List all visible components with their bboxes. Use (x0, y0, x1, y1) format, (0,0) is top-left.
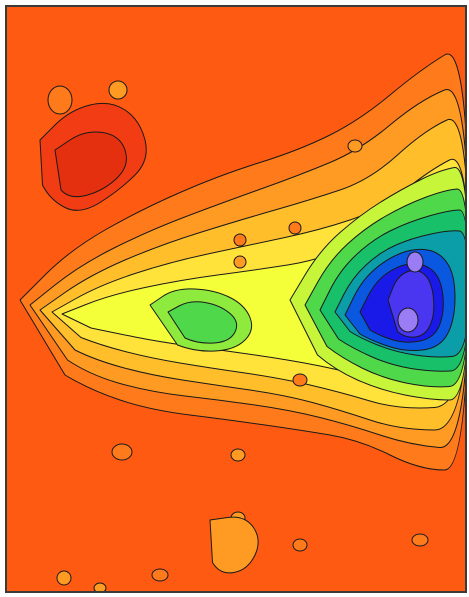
contour-spot-4 (230, 448, 246, 462)
contour-green-pocket-inner (167, 301, 238, 344)
contour-spot-2 (108, 80, 128, 100)
contour-peak-south (397, 307, 419, 333)
contour-southern-lobe (209, 516, 259, 574)
contour-spot-5 (292, 373, 308, 387)
contour-red-basin-inner (54, 131, 127, 198)
contour-spot-1 (47, 85, 73, 115)
contour-spot-13 (411, 533, 429, 547)
contour-spot-12 (347, 139, 363, 153)
contour-spot-11 (288, 221, 302, 235)
contour-spot-8 (56, 570, 72, 586)
contour-spot-3 (111, 443, 133, 461)
contour-spot-14 (93, 582, 107, 592)
contour-spot-9 (233, 233, 247, 247)
contour-layer (6, 6, 466, 592)
contour-spot-10 (233, 255, 247, 269)
contour-spot-15 (151, 568, 169, 582)
contour-spot-7 (292, 538, 308, 552)
contour-peak-north (406, 251, 424, 273)
map-frame-border (5, 5, 467, 593)
